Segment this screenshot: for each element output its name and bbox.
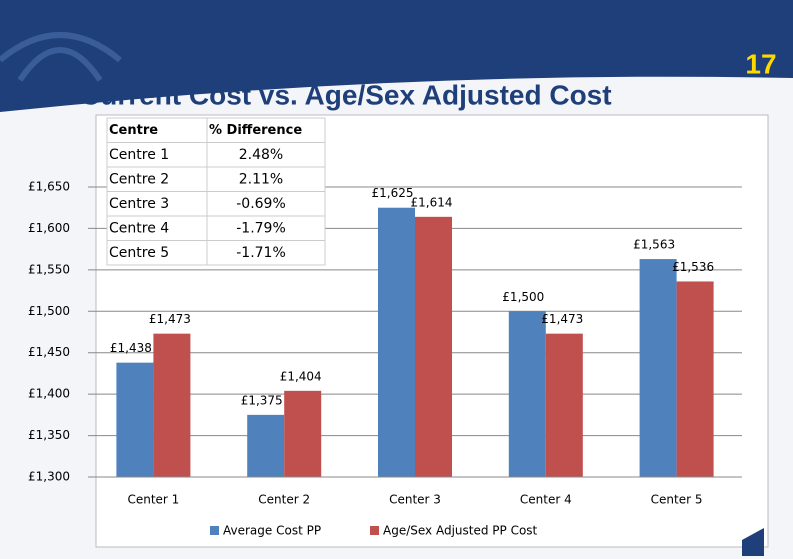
bar xyxy=(639,259,677,477)
value-label: £1,536 xyxy=(672,260,714,274)
value-label: £1,563 xyxy=(633,238,675,252)
table-text: Centre 2 xyxy=(109,171,169,187)
value-label: £1,473 xyxy=(541,312,583,326)
table-text: 2.48% xyxy=(239,147,283,163)
bar xyxy=(545,333,583,477)
y-tick-label: £1,400 xyxy=(28,387,70,401)
legend-label: Average Cost PP xyxy=(223,524,321,538)
bar xyxy=(415,216,452,478)
bar xyxy=(153,333,191,477)
chart-title: Current Cost vs. Age/Sex Adjusted Cost xyxy=(80,79,612,110)
y-tick-label: £1,550 xyxy=(28,262,70,276)
value-label: £1,625 xyxy=(372,186,414,200)
value-label: £1,438 xyxy=(110,341,152,355)
bar xyxy=(508,311,546,477)
table-text: -1.71% xyxy=(236,245,286,261)
legend-swatch xyxy=(370,526,379,535)
logo-decoration xyxy=(0,32,122,82)
y-tick-label: £1,300 xyxy=(28,470,70,484)
table-cell xyxy=(206,142,326,168)
banner xyxy=(0,0,793,112)
value-label: £1,614 xyxy=(411,195,453,209)
table-text: Centre 5 xyxy=(109,245,169,261)
table-cell xyxy=(206,191,326,217)
table-text: -0.69% xyxy=(236,196,286,212)
y-tick-label: £1,450 xyxy=(28,345,70,359)
table-cell xyxy=(206,215,326,241)
table-header: % Difference xyxy=(209,123,302,138)
bar xyxy=(247,414,285,477)
table-text: Centre 1 xyxy=(109,147,169,163)
table-cell xyxy=(106,142,208,168)
bar xyxy=(378,207,415,477)
table-cell xyxy=(206,166,326,192)
y-tick-label: £1,600 xyxy=(28,221,70,235)
table-cell xyxy=(206,240,326,266)
table-cell xyxy=(206,117,326,143)
x-tick-label: Center 5 xyxy=(651,493,703,507)
table-cell xyxy=(106,215,208,241)
table-header: Centre xyxy=(109,123,158,138)
bar xyxy=(676,281,714,477)
table: Centre % Difference Centre 1 2.48% Centre 2 2… xyxy=(106,117,326,266)
x-tick-label: Center 4 xyxy=(520,493,572,507)
x-tick-label: Center 2 xyxy=(258,493,310,507)
value-label: £1,404 xyxy=(280,369,322,383)
table-text: 2.11% xyxy=(239,171,283,187)
table-cell xyxy=(106,166,208,192)
value-label: £1,473 xyxy=(149,312,191,326)
value-label: £1,500 xyxy=(502,290,544,304)
legend-swatch xyxy=(210,526,219,535)
table-text: Centre 3 xyxy=(109,196,169,212)
value-label: £1,375 xyxy=(241,393,283,407)
table-text: -1.79% xyxy=(236,220,286,236)
x-tick-label: Center 3 xyxy=(389,493,441,507)
table-cell xyxy=(106,191,208,217)
table-text: Centre 4 xyxy=(109,220,169,236)
legend-label: Age/Sex Adjusted PP Cost xyxy=(383,524,538,538)
bar xyxy=(116,362,154,477)
corner-logo xyxy=(742,528,764,556)
y-tick-label: £1,350 xyxy=(28,428,70,442)
table-cell xyxy=(106,240,208,266)
x-tick-label: Center 1 xyxy=(127,493,179,507)
bar xyxy=(284,390,322,477)
y-tick-label: £1,500 xyxy=(28,304,70,318)
slide-number: 17 xyxy=(745,48,776,79)
y-tick-label: £1,650 xyxy=(28,180,70,194)
